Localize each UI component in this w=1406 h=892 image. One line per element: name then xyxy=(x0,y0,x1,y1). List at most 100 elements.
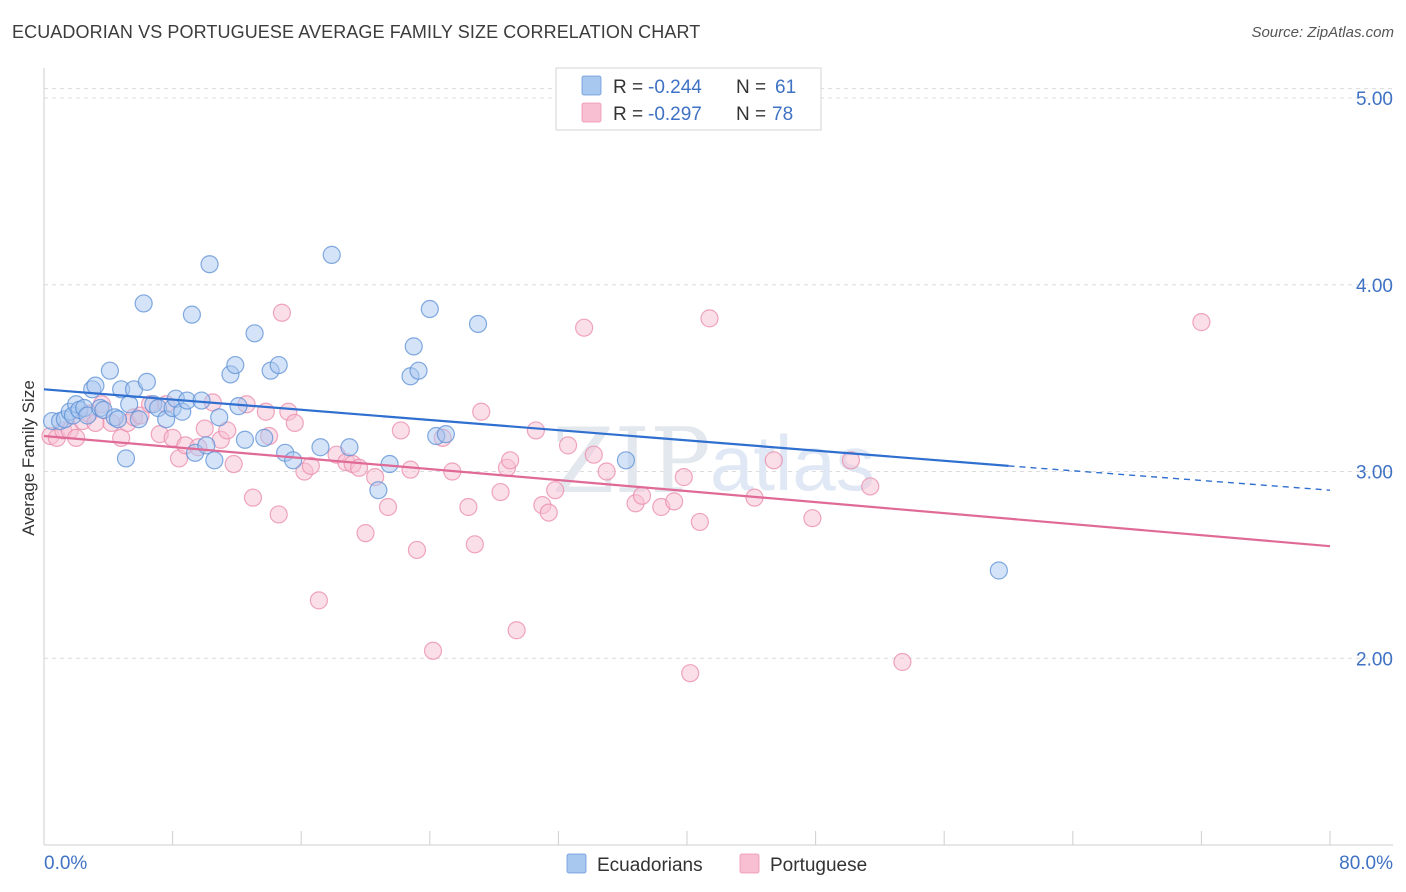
ecuadorian-point-59 xyxy=(616,451,636,470)
bottom-legend-portuguese: Portuguese xyxy=(770,855,867,876)
portuguese-point-60 xyxy=(546,481,565,500)
portuguese-point-45 xyxy=(401,460,420,479)
y-tick-label-2: 4.00 xyxy=(1356,276,1393,297)
portuguese-point-46 xyxy=(407,540,427,560)
portuguese-point-25 xyxy=(224,454,243,474)
ecuadorian-trend-line xyxy=(43,388,1009,468)
ecuadorian-point-55 xyxy=(420,299,439,319)
x-tick-label-max: 80.0% xyxy=(1339,853,1393,874)
x-tick-label-min: 0.0% xyxy=(44,853,87,874)
y-tick-label-1: 3.00 xyxy=(1356,463,1393,484)
ecuadorian-point-58 xyxy=(468,314,488,334)
legend-n-value-ecuadorian: 61 xyxy=(775,77,796,98)
bottom-legend-swatch-ecuadorians xyxy=(566,853,587,874)
legend-swatch-ecuadorian xyxy=(581,75,602,96)
ecuadorian-point-48 xyxy=(322,245,341,264)
legend-n-value-portuguese: 78 xyxy=(772,104,793,125)
ecuadorian-point-13 xyxy=(100,361,120,380)
ecuadorian-point-53 xyxy=(404,337,423,356)
portuguese-point-27 xyxy=(243,488,263,507)
portuguese-point-44 xyxy=(391,421,410,440)
portuguese-point-75 xyxy=(803,509,822,528)
portuguese-trend-line xyxy=(43,434,1331,548)
y-tick-labels: 2.00 3.00 4.00 5.00 xyxy=(1356,89,1393,670)
ecuadorian-point-30 xyxy=(182,305,201,324)
portuguese-point-30 xyxy=(269,505,288,524)
portuguese-point-71 xyxy=(690,512,709,532)
chart-title: ECUADORIAN VS PORTUGUESE AVERAGE FAMILY … xyxy=(12,22,701,42)
ecuadorian-point-40 xyxy=(235,430,255,449)
ecuadorian-point-22 xyxy=(137,372,156,391)
portuguese-point-76 xyxy=(841,451,861,470)
portuguese-point-21 xyxy=(195,419,214,438)
legend-r-label-ecuadorian: R = xyxy=(613,77,643,98)
portuguese-point-56 xyxy=(507,621,526,640)
legend-n-label-ecuadorian: N = xyxy=(736,77,766,98)
portuguese-point-57 xyxy=(526,421,545,440)
portuguese-point-62 xyxy=(575,318,594,337)
legend-n-label-portuguese: N = xyxy=(736,104,766,125)
portuguese-point-55 xyxy=(501,451,520,470)
axes xyxy=(43,68,1393,846)
portuguese-point-36 xyxy=(309,591,328,610)
portuguese-point-66 xyxy=(632,486,652,505)
portuguese-point-33 xyxy=(285,413,304,433)
ecuadorian-point-35 xyxy=(205,451,224,470)
portuguese-point-74 xyxy=(764,451,783,470)
legend-r-value-portuguese: -0.297 xyxy=(648,104,702,125)
ecuadorian-point-15 xyxy=(108,410,128,429)
portuguese-point-63 xyxy=(584,445,603,464)
ecuadorian-point-41 xyxy=(245,324,264,343)
legend-r-value-ecuadorian: -0.244 xyxy=(648,77,702,98)
ecuadorian-trend-extension xyxy=(1008,465,1331,491)
ecuadorian-point-44 xyxy=(269,355,288,375)
ecuadorian-point-17 xyxy=(116,449,136,468)
ecuadorian-point-46 xyxy=(284,451,303,470)
portuguese-point-31 xyxy=(272,303,292,322)
ecuadorian-point-50 xyxy=(369,481,388,500)
bottom-legend-ecuadorians: Ecuadorians xyxy=(597,855,703,876)
ecuadorian-point-34 xyxy=(200,255,219,274)
portuguese-point-61 xyxy=(558,436,578,455)
portuguese-point-50 xyxy=(459,497,478,517)
portuguese-point-53 xyxy=(491,482,510,502)
ecuadorian-point-21 xyxy=(134,294,153,313)
y-axis-title: Average Family Size xyxy=(19,380,38,536)
y-tick-label-3: 5.00 xyxy=(1356,89,1393,110)
portuguese-point-43 xyxy=(378,497,398,517)
ecuadorian-points xyxy=(42,245,1008,580)
ecuadorian-point-49 xyxy=(340,438,359,457)
portuguese-point-52 xyxy=(472,402,491,421)
grid-lines xyxy=(44,88,1393,659)
portuguese-point-77 xyxy=(861,477,880,496)
portuguese-point-79 xyxy=(1192,313,1211,332)
portuguese-point-70 xyxy=(681,664,700,683)
ecuadorian-point-20 xyxy=(129,410,148,429)
ecuadorian-point-60 xyxy=(989,561,1008,580)
portuguese-point-51 xyxy=(465,535,484,554)
portuguese-point-35 xyxy=(301,456,320,476)
portuguese-point-68 xyxy=(665,492,684,511)
portuguese-point-47 xyxy=(423,641,443,660)
ecuadorian-point-38 xyxy=(226,355,245,375)
trend-lines xyxy=(43,388,1331,548)
legend-r-label-portuguese: R = xyxy=(613,104,643,125)
bottom-legend-swatch-portuguese xyxy=(739,853,760,874)
portuguese-point-64 xyxy=(597,462,616,481)
portuguese-point-72 xyxy=(700,309,719,328)
ecuadorian-point-57 xyxy=(436,425,455,444)
portuguese-point-59 xyxy=(539,503,558,522)
source-label: Source: ZipAtlas.com xyxy=(1251,24,1394,41)
ecuadorian-point-47 xyxy=(311,438,330,457)
ecuadorian-point-54 xyxy=(409,361,428,380)
portuguese-point-78 xyxy=(893,652,912,672)
portuguese-point-24 xyxy=(218,421,237,440)
ecuadorian-point-42 xyxy=(255,428,274,447)
bottom-legend: Ecuadorians Portuguese xyxy=(566,853,867,876)
y-tick-label-0: 2.00 xyxy=(1356,649,1393,670)
ecuadorian-point-36 xyxy=(210,408,229,427)
legend: R = -0.244 N = 61 R = -0.297 N = 78 xyxy=(555,67,822,131)
portuguese-point-41 xyxy=(356,524,375,543)
portuguese-point-69 xyxy=(674,468,693,487)
